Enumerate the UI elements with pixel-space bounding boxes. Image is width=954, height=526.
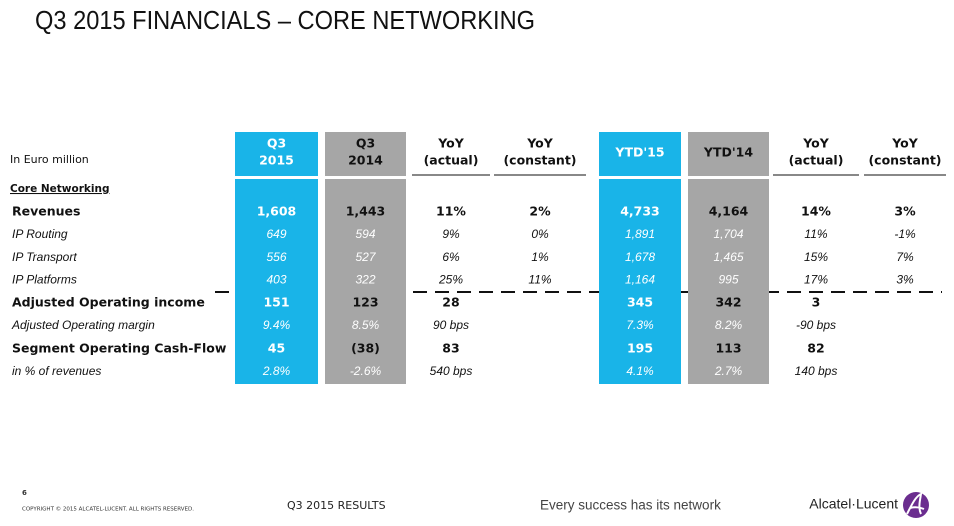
section-label: Core Networking: [10, 183, 109, 195]
column-header: 2014: [348, 153, 383, 168]
cell: 90 bps: [433, 318, 469, 332]
column-header: Q3: [356, 136, 375, 151]
cell: 1,678: [625, 250, 655, 264]
column-header-bg: [235, 132, 318, 176]
row-label: Adjusted Operating margin: [11, 318, 155, 332]
cell: 9.4%: [263, 318, 291, 332]
cell: 6%: [442, 250, 460, 264]
column-header: (actual): [424, 153, 479, 168]
cell: 113: [715, 340, 741, 355]
unit-label: In Euro million: [10, 153, 89, 166]
cell: 1,465: [713, 250, 743, 264]
column-header: 2015: [259, 153, 294, 168]
cell: -2.6%: [350, 364, 382, 378]
column-header: (constant): [503, 153, 576, 168]
column-header: Q3: [267, 136, 286, 151]
column-header: YoY: [437, 136, 464, 151]
cell: 14%: [801, 204, 831, 219]
cell: 649: [266, 227, 286, 241]
cell: 3%: [896, 273, 914, 287]
cell: 342: [715, 295, 741, 310]
column-body-bg: [235, 179, 318, 384]
cell: 123: [352, 295, 378, 310]
cell: 1,443: [346, 204, 386, 219]
cell: 2%: [529, 204, 551, 219]
row-label: Revenues: [12, 204, 80, 219]
page-number: 6: [22, 489, 27, 497]
cell: 0%: [531, 227, 549, 241]
column-header: YoY: [526, 136, 553, 151]
column-body-bg: [325, 179, 406, 384]
cell: 45: [268, 340, 285, 355]
cell: 345: [627, 295, 653, 310]
cell: 2.8%: [262, 364, 291, 378]
cell: (38): [351, 340, 380, 355]
cell: 8.2%: [715, 318, 743, 332]
cell: 1,704: [713, 227, 743, 241]
cell: 527: [355, 250, 376, 264]
brand: Alcatel·Lucent: [809, 496, 898, 512]
brand-logo: [903, 492, 929, 518]
cell: 11%: [436, 204, 466, 219]
cell: 1%: [531, 250, 549, 264]
cell: 15%: [804, 250, 828, 264]
column-header-bg: [688, 132, 769, 176]
column-body-bg: [688, 179, 769, 384]
cell: 1,608: [257, 204, 297, 219]
footer-section: Q3 2015 RESULTS: [287, 499, 386, 512]
cell: 82: [807, 340, 824, 355]
cell: 3%: [894, 204, 916, 219]
cell: 11%: [804, 227, 827, 241]
copyright: COPYRIGHT © 2015 ALCATEL-LUCENT. ALL RIG…: [22, 506, 194, 513]
row-label: IP Transport: [12, 250, 77, 264]
cell: 151: [263, 295, 289, 310]
column-header-bg: [325, 132, 406, 176]
column-header-bg: [599, 132, 681, 176]
cell: 4.1%: [626, 364, 654, 378]
cell: -1%: [894, 227, 916, 241]
cell: 322: [355, 273, 375, 287]
column-header: YoY: [802, 136, 829, 151]
cell: 594: [355, 227, 375, 241]
cell: 4,733: [620, 204, 660, 219]
cell: 11%: [528, 273, 551, 287]
cell: 3: [812, 295, 821, 310]
tagline: Every success has its network: [540, 498, 721, 513]
cell: 83: [442, 340, 459, 355]
row-label: IP Platforms: [12, 273, 77, 287]
cell: 25%: [438, 273, 463, 287]
row-label: Segment Operating Cash-Flow: [12, 340, 227, 355]
cell: -90 bps: [796, 318, 836, 332]
cell: 403: [266, 273, 286, 287]
column-header: YoY: [891, 136, 918, 151]
cell: 8.5%: [352, 318, 380, 332]
column-header: YTD'15: [614, 145, 664, 160]
cell: 1,164: [625, 273, 655, 287]
column-body-bg: [599, 179, 681, 384]
cell: 28: [442, 295, 459, 310]
cell: 4,164: [709, 204, 749, 219]
row-label: Adjusted Operating income: [12, 295, 205, 310]
column-header: (actual): [789, 153, 844, 168]
column-header: YTD'14: [703, 145, 753, 160]
cell: 140 bps: [795, 364, 838, 378]
cell: 1,891: [625, 227, 655, 241]
cell: 556: [266, 250, 286, 264]
cell: 195: [627, 340, 653, 355]
cell: 7%: [896, 250, 914, 264]
row-label: IP Routing: [12, 227, 68, 241]
cell: 9%: [442, 227, 460, 241]
cell: 2.7%: [714, 364, 743, 378]
cell: 540 bps: [430, 364, 473, 378]
row-label: in % of revenues: [12, 364, 101, 378]
cell: 17%: [804, 273, 828, 287]
slide-title: Q3 2015 FINANCIALS – CORE NETWORKING: [35, 5, 535, 35]
cell: 7.3%: [626, 318, 654, 332]
column-header: (constant): [868, 153, 941, 168]
cell: 995: [718, 273, 738, 287]
